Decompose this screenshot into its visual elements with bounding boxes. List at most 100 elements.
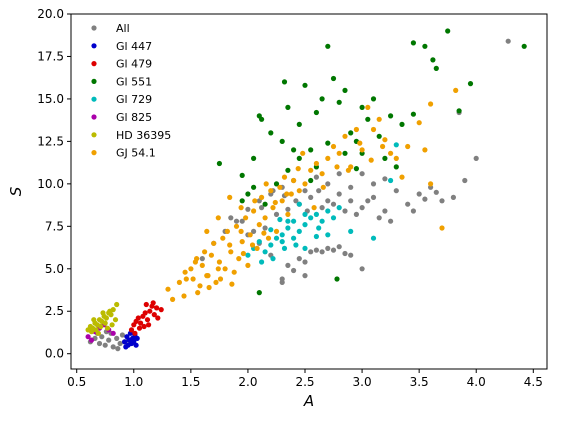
data-point — [336, 191, 342, 197]
data-point — [308, 215, 314, 221]
data-point — [456, 108, 462, 114]
y-tick-label: 15.0 — [37, 92, 64, 106]
data-point — [353, 126, 359, 133]
data-point — [348, 184, 354, 190]
data-point — [405, 201, 411, 207]
data-point — [296, 155, 302, 161]
data-point — [428, 101, 434, 107]
data-point — [410, 111, 416, 117]
data-point — [142, 310, 148, 316]
data-point — [393, 155, 399, 161]
data-point — [251, 228, 257, 234]
data-point — [122, 339, 128, 345]
data-point — [348, 252, 354, 258]
data-point — [285, 104, 291, 110]
data-point — [405, 143, 411, 150]
y-tick-label: 10.0 — [37, 177, 64, 191]
data-point — [325, 43, 331, 49]
data-point — [330, 215, 337, 221]
y-tick-label: 2.5 — [45, 304, 64, 318]
data-point — [215, 266, 221, 272]
data-point — [216, 160, 222, 167]
data-point — [319, 249, 325, 255]
data-point — [281, 79, 288, 85]
data-point — [217, 276, 224, 282]
series-gl-729 — [245, 142, 399, 265]
data-point — [357, 140, 363, 146]
data-point — [281, 174, 288, 180]
data-point — [313, 211, 319, 217]
data-point — [176, 279, 182, 285]
data-point — [376, 116, 382, 122]
data-point — [376, 215, 382, 221]
data-point — [330, 201, 337, 207]
data-point — [147, 308, 153, 314]
data-point — [302, 211, 308, 217]
data-point — [365, 198, 371, 204]
data-point — [359, 147, 365, 153]
data-point — [247, 232, 253, 238]
data-point — [365, 116, 371, 122]
legend-item: All — [91, 22, 130, 35]
data-point — [239, 239, 245, 245]
data-point — [99, 334, 105, 340]
data-point — [183, 276, 189, 282]
data-point — [238, 228, 244, 234]
data-point — [291, 218, 297, 224]
data-point — [240, 250, 246, 257]
legend-label: Gl 825 — [116, 111, 152, 124]
data-point — [132, 330, 138, 336]
data-point — [330, 75, 337, 82]
data-point — [325, 198, 331, 204]
data-point — [319, 171, 325, 177]
data-point — [233, 223, 240, 229]
data-point — [319, 96, 325, 102]
data-point — [236, 256, 242, 262]
data-point — [224, 228, 230, 234]
data-point — [291, 267, 297, 274]
series-hd-36395 — [85, 301, 120, 336]
x-tick-label: 0.5 — [67, 375, 86, 389]
data-point — [103, 315, 109, 321]
data-point — [313, 174, 319, 180]
x-tick-label: 1.0 — [124, 375, 143, 389]
data-point — [245, 191, 251, 197]
data-point — [313, 247, 319, 253]
data-point — [296, 121, 302, 127]
data-point — [211, 240, 217, 246]
data-point — [285, 262, 291, 268]
data-point — [336, 244, 342, 250]
data-point — [336, 171, 342, 177]
x-tick-label: 2.0 — [238, 375, 257, 389]
data-point — [348, 130, 354, 136]
x-tick-label: 4.5 — [524, 375, 543, 389]
y-tick-label: 7.5 — [45, 219, 64, 233]
data-point — [270, 256, 276, 262]
data-point — [143, 301, 149, 308]
legend-label: Gl 551 — [116, 75, 152, 88]
data-point — [206, 284, 212, 291]
data-point — [213, 279, 219, 285]
legend-item: GJ 54.1 — [91, 147, 156, 160]
data-point — [215, 215, 221, 221]
data-point — [399, 121, 405, 127]
data-point — [302, 188, 308, 194]
data-point — [254, 245, 260, 251]
data-point — [285, 225, 291, 231]
data-point — [98, 323, 104, 330]
legend-label: Gl 729 — [116, 93, 152, 106]
data-point — [245, 252, 251, 258]
data-point — [416, 120, 422, 126]
data-point — [334, 276, 340, 282]
data-point — [348, 228, 354, 234]
x-axis-label: A — [303, 392, 314, 410]
data-point — [505, 38, 511, 44]
series-gj-54-1 — [165, 87, 459, 302]
data-point — [291, 147, 297, 153]
data-point — [345, 167, 351, 173]
y-axis-ticks: 0.0 2.5 5.0 7.5 10.0 12.5 15.0 17.5 20.0 — [37, 7, 71, 361]
data-point — [251, 208, 257, 214]
legend-item: Gl 551 — [91, 75, 152, 88]
data-point — [433, 189, 439, 195]
data-point — [388, 218, 394, 224]
